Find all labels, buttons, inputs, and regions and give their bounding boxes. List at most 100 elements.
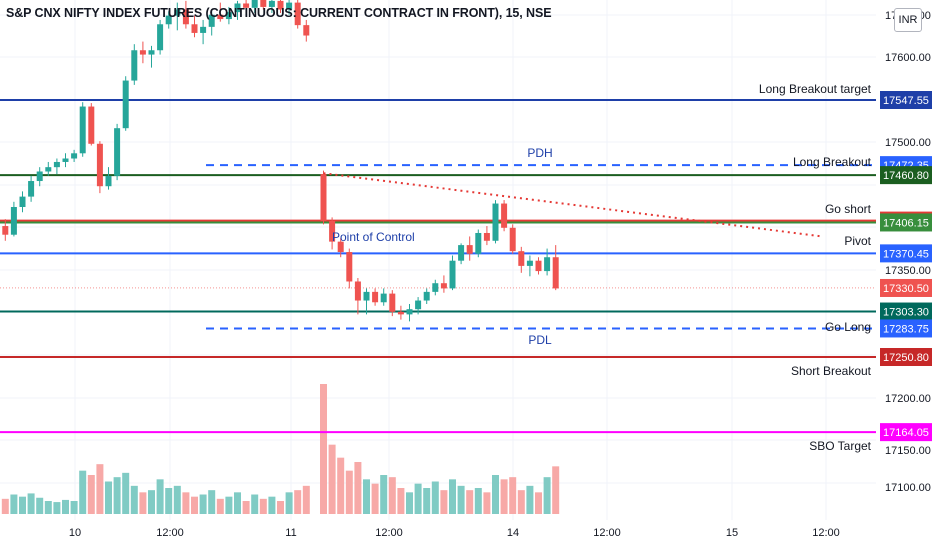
time-tick-label: 11 [285,527,296,539]
candle-body [114,128,121,176]
volume-bar [440,490,448,514]
candle-body [208,14,215,27]
candle-body [28,181,35,197]
currency-button[interactable]: INR [894,8,922,32]
level-label: Long Breakout target [759,82,872,96]
candle-body [518,251,525,266]
price-label-box [880,278,932,297]
volume-bar [294,490,302,514]
candle-body [501,203,508,228]
price-label-box [880,213,932,232]
volume-bar [165,488,173,514]
candle-body [449,260,456,289]
volume-bar [517,490,525,514]
candle-body [174,9,181,16]
candle-body [415,300,422,310]
candle-body [354,281,361,301]
candle-body [182,9,189,25]
price-label-box [880,319,932,338]
volume-bar [483,492,491,514]
candle-body [165,15,172,25]
candle-body [509,227,516,252]
volume-bar [225,496,233,514]
candle-body [535,260,542,272]
volume-bar [423,488,431,514]
candle-body [148,50,155,55]
candle-body [62,158,69,162]
volume-bar [285,492,293,514]
volume-bar [268,496,276,514]
price-label-box [880,166,932,185]
volume-bar [552,466,560,514]
candle-body [217,14,224,20]
volume-bar [543,477,551,514]
price-tick-label: 17350.00 [885,265,931,277]
volume-bar [148,490,155,514]
price-label-box [880,244,932,263]
volume-bar [397,488,405,514]
price-label: 17460.80 [883,170,929,182]
candle-body [268,0,275,7]
price-label-box [880,302,932,321]
candle-body [45,167,52,172]
candle-body [329,220,336,242]
price-label: 17250.80 [883,352,929,364]
candle-body [191,24,198,33]
candle-body [372,291,379,303]
price-tick-label: 17500.00 [885,137,931,149]
candle-body [380,293,387,303]
candle-body [320,174,327,221]
price-tick-label: 17600.00 [885,52,931,64]
candle-body [363,291,370,301]
price-label: 17164.05 [883,427,929,439]
time-tick-label: 12:00 [156,527,184,539]
time-tick-label: 14 [507,527,519,539]
volume-bar [363,479,370,514]
volume-bar [19,496,26,514]
volume-bar [406,492,413,514]
candle-body [552,257,559,289]
volume-bar [277,501,284,514]
candle-body [131,50,138,81]
volume-bar [173,485,181,514]
volume-bar [474,488,482,514]
volume-bar [87,475,95,514]
volume-bar [156,479,164,514]
volume-bar [535,492,542,514]
volume-bar [139,492,147,514]
volume-bar [431,481,439,514]
volume-bar [234,492,241,514]
candle-layer [2,0,559,322]
price-tick-label: 17150.00 [885,445,931,457]
grid-layer [0,0,876,520]
candle-body [294,2,301,26]
candle-body [88,106,95,144]
level-label: Short Breakout [791,364,872,378]
level-label: Go short [825,202,872,216]
volume-bar [414,483,422,514]
volume-bar [191,496,198,514]
volume-bar [53,502,61,514]
candle-body [251,0,258,8]
candle-body [122,80,129,129]
candle-body [492,203,499,241]
annotation-layer: Long Breakout target PDH Long Breakout Go s… [323,82,872,453]
volume-bar [130,485,138,514]
level-layer [0,99,876,434]
price-label: 17547.55 [883,95,929,107]
chart-title: S&P CNX NIFTY INDEX FUTURES (CONTINUOUS:… [6,6,552,20]
volume-bar [259,498,267,514]
volume-bar [27,493,35,514]
volume-bar [1,498,9,514]
volume-bar [96,464,104,514]
volume-bar [509,477,517,514]
candle-body [105,175,112,187]
volume-bar [328,444,336,514]
volume-bar [79,470,87,514]
price-axis: 17650.0017600.0017500.0017350.0017200.00… [878,0,932,550]
level-label: Go Long [825,320,871,334]
candle-body [458,245,465,261]
volume-bar [113,477,121,514]
